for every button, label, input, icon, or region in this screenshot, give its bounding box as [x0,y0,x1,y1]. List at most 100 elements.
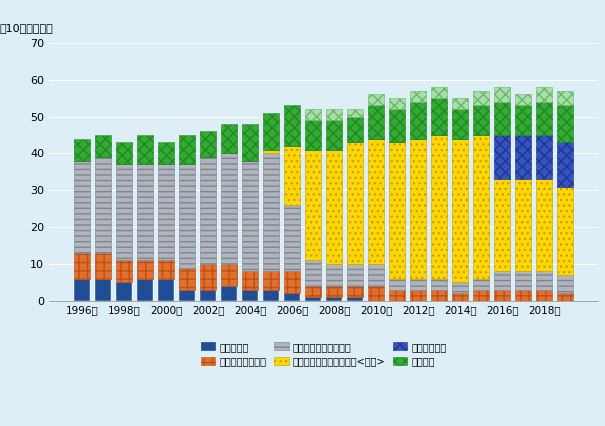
Text: （10億ユーロ）: （10億ユーロ） [0,23,53,32]
Bar [242,290,258,301]
Bar [537,135,552,179]
Bar [284,294,300,301]
Bar [368,106,384,138]
Bar [326,120,342,150]
Bar [200,157,216,264]
Bar [368,138,384,264]
Bar [263,113,279,150]
Bar [537,87,552,102]
Bar [221,286,237,301]
Bar [305,286,321,297]
Bar [515,290,531,301]
Bar [74,138,90,161]
Bar [74,253,90,279]
Bar [347,142,363,264]
Bar [557,294,573,301]
Bar [242,271,258,290]
Bar [473,106,489,135]
Bar [557,106,573,142]
Bar [95,135,111,157]
Bar [158,142,174,164]
Bar [137,279,153,301]
Bar [179,135,195,164]
Bar [305,109,321,120]
Bar [431,290,447,301]
Bar [494,271,510,290]
Bar [431,98,447,135]
Bar [537,290,552,301]
Bar [200,290,216,301]
Bar [326,109,342,120]
Bar [453,282,468,294]
Bar [431,135,447,279]
Bar [74,161,90,253]
Bar [200,264,216,290]
Bar [410,290,426,301]
Bar [221,124,237,153]
Bar [116,164,132,260]
Bar [74,279,90,301]
Bar [347,286,363,297]
Bar [410,102,426,138]
Bar [137,260,153,279]
Bar [137,135,153,164]
Bar [410,279,426,290]
Bar [431,279,447,290]
Bar [179,290,195,301]
Bar [537,271,552,290]
Bar [263,153,279,271]
Bar [389,142,405,279]
Bar [389,109,405,142]
Bar [221,264,237,286]
Bar [95,279,111,301]
Bar [326,150,342,264]
Bar [494,135,510,179]
Legend: 輸出補助金, その他の市場支持, 直接支払（カップル）, 直接支払（デカップル）<注１>, グリーニング, 農村開発: 輸出補助金, その他の市場支持, 直接支払（カップル）, 直接支払（デカップル）… [201,342,446,367]
Bar [116,260,132,282]
Bar [557,187,573,275]
Bar [515,106,531,135]
Bar [389,279,405,290]
Bar [158,164,174,260]
Bar [453,294,468,301]
Bar [557,91,573,106]
Bar [557,142,573,187]
Bar [494,179,510,271]
Bar [515,135,531,179]
Bar [347,264,363,286]
Bar [116,142,132,164]
Bar [347,117,363,142]
Bar [431,87,447,98]
Bar [326,264,342,286]
Bar [116,282,132,301]
Bar [347,297,363,301]
Bar [389,98,405,109]
Bar [347,109,363,117]
Bar [284,205,300,271]
Bar [326,286,342,297]
Bar [537,102,552,135]
Bar [263,150,279,153]
Bar [557,275,573,294]
Bar [305,260,321,286]
Bar [284,106,300,146]
Bar [473,279,489,290]
Bar [453,109,468,138]
Bar [473,91,489,106]
Bar [494,87,510,102]
Bar [158,260,174,279]
Bar [221,153,237,264]
Bar [537,179,552,271]
Bar [494,102,510,135]
Bar [284,146,300,205]
Bar [242,161,258,271]
Bar [389,290,405,301]
Bar [410,91,426,102]
Bar [515,95,531,106]
Bar [515,179,531,271]
Bar [263,290,279,301]
Bar [494,290,510,301]
Bar [263,271,279,290]
Bar [305,150,321,260]
Bar [242,124,258,161]
